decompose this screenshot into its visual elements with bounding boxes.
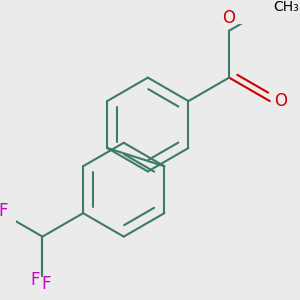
Text: F: F xyxy=(41,275,50,293)
Text: CH₃: CH₃ xyxy=(274,0,299,14)
Text: O: O xyxy=(274,92,287,110)
Text: F: F xyxy=(0,202,8,220)
Text: O: O xyxy=(223,9,236,27)
Text: F: F xyxy=(30,271,39,289)
